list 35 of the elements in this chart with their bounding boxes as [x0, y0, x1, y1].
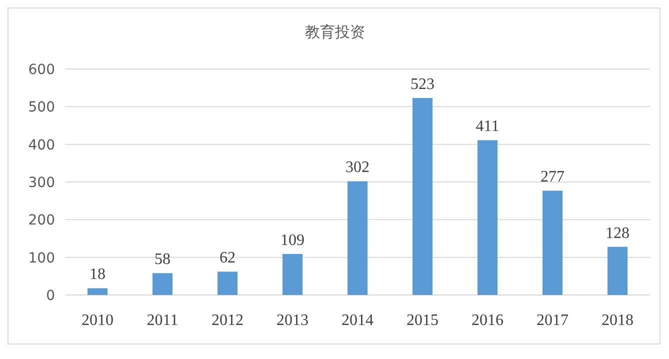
y-tick-label: 400	[28, 137, 55, 154]
bar	[218, 272, 238, 295]
x-tick-label: 2015	[406, 312, 438, 329]
bar	[348, 181, 368, 295]
data-label: 128	[606, 224, 630, 242]
data-label: 109	[280, 232, 304, 249]
y-tick-label: 100	[28, 250, 55, 266]
y-tick-label: 0	[46, 288, 55, 304]
bar	[152, 273, 172, 295]
x-tick-label: 2017	[536, 312, 568, 329]
bar	[412, 98, 432, 295]
bar	[542, 190, 562, 295]
data-label: 62	[220, 250, 236, 267]
x-tick-label: 2012	[212, 312, 244, 329]
x-tick-label: 2010	[82, 312, 114, 329]
chart-title: 教育投资	[305, 23, 365, 41]
data-label: 523	[410, 76, 434, 94]
data-label: 302	[346, 159, 370, 176]
bar	[282, 254, 302, 295]
data-label: 58	[154, 251, 170, 268]
x-tick-label: 2018	[602, 312, 634, 329]
y-tick-label: 600	[28, 62, 55, 78]
bar	[88, 288, 108, 295]
y-tick-label: 300	[28, 175, 55, 191]
data-label: 277	[540, 168, 564, 186]
bar	[608, 246, 628, 295]
x-tick-label: 2016	[472, 312, 504, 329]
data-label: 18	[90, 266, 106, 284]
y-tick-label: 500	[28, 100, 55, 116]
data-label: 411	[476, 118, 500, 136]
bar	[478, 140, 498, 295]
x-tick-label: 2013	[276, 312, 308, 329]
x-tick-label: 2011	[146, 312, 178, 329]
x-tick-label: 2014	[342, 312, 374, 329]
y-tick-label: 200	[28, 212, 55, 229]
